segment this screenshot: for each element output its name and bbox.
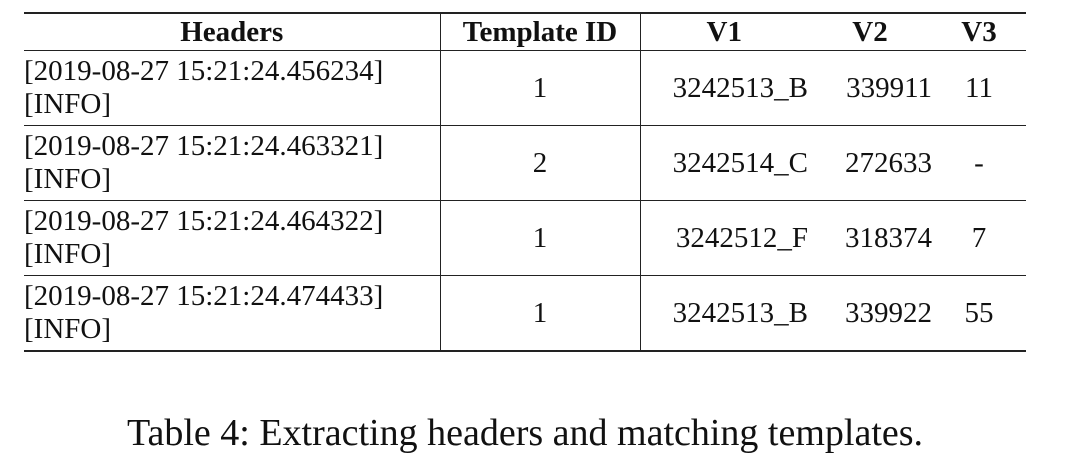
header-level: [INFO] xyxy=(24,238,111,270)
header-timestamp: [2019-08-27 15:21:24.463321] xyxy=(24,130,384,162)
header-timestamp: [2019-08-27 15:21:24.474433] xyxy=(24,280,384,312)
header-timestamp: [2019-08-27 15:21:24.464322] xyxy=(24,205,384,237)
v1-cell: 3242513_B xyxy=(640,50,808,126)
v2-cell: 318374 xyxy=(808,200,932,276)
v2-cell: 272633 xyxy=(808,125,932,201)
v2-cell: 339922 xyxy=(808,275,932,352)
header-timestamp: [2019-08-27 15:21:24.456234] xyxy=(24,55,384,87)
v1-cell: 3242513_B xyxy=(640,275,808,352)
table-row: [2019-08-27 15:21:24.456234] [INFO] 1 32… xyxy=(24,50,1026,126)
table-row: [2019-08-27 15:21:24.464322] [INFO] 1 32… xyxy=(24,200,1026,276)
header-level: [INFO] xyxy=(24,313,111,345)
column-header-headers: Headers xyxy=(24,12,441,51)
v3-cell: - xyxy=(932,125,1026,201)
template-id-cell: 2 xyxy=(440,125,641,201)
v1-cell: 3242512_F xyxy=(640,200,808,276)
v3-cell: 11 xyxy=(932,50,1026,126)
column-header-v2: V2 xyxy=(808,12,932,51)
v3-cell: 55 xyxy=(932,275,1026,352)
template-id-cell: 1 xyxy=(440,200,641,276)
table-header-row: Headers Template ID V1 V2 V3 xyxy=(24,12,1026,51)
v3-cell: 7 xyxy=(932,200,1026,276)
log-header-table: Headers Template ID V1 V2 V3 [2019-08-27… xyxy=(24,12,1026,352)
header-cell: [2019-08-27 15:21:24.463321] [INFO] xyxy=(24,125,441,201)
header-cell: [2019-08-27 15:21:24.456234] [INFO] xyxy=(24,50,441,126)
header-cell: [2019-08-27 15:21:24.464322] [INFO] xyxy=(24,200,441,276)
template-id-cell: 1 xyxy=(440,50,641,126)
column-header-v1: V1 xyxy=(640,12,808,51)
v1-cell: 3242514_C xyxy=(640,125,808,201)
table-row: [2019-08-27 15:21:24.474433] [INFO] 1 32… xyxy=(24,275,1026,352)
column-header-template-id: Template ID xyxy=(440,12,641,51)
table-caption: Table 4: Extracting headers and matching… xyxy=(126,412,924,454)
template-id-cell: 1 xyxy=(440,275,641,352)
header-level: [INFO] xyxy=(24,88,111,120)
header-cell: [2019-08-27 15:21:24.474433] [INFO] xyxy=(24,275,441,352)
v2-cell: 339911 xyxy=(808,50,932,126)
header-level: [INFO] xyxy=(24,163,111,195)
table-row: [2019-08-27 15:21:24.463321] [INFO] 2 32… xyxy=(24,125,1026,201)
column-header-v3: V3 xyxy=(932,12,1026,51)
